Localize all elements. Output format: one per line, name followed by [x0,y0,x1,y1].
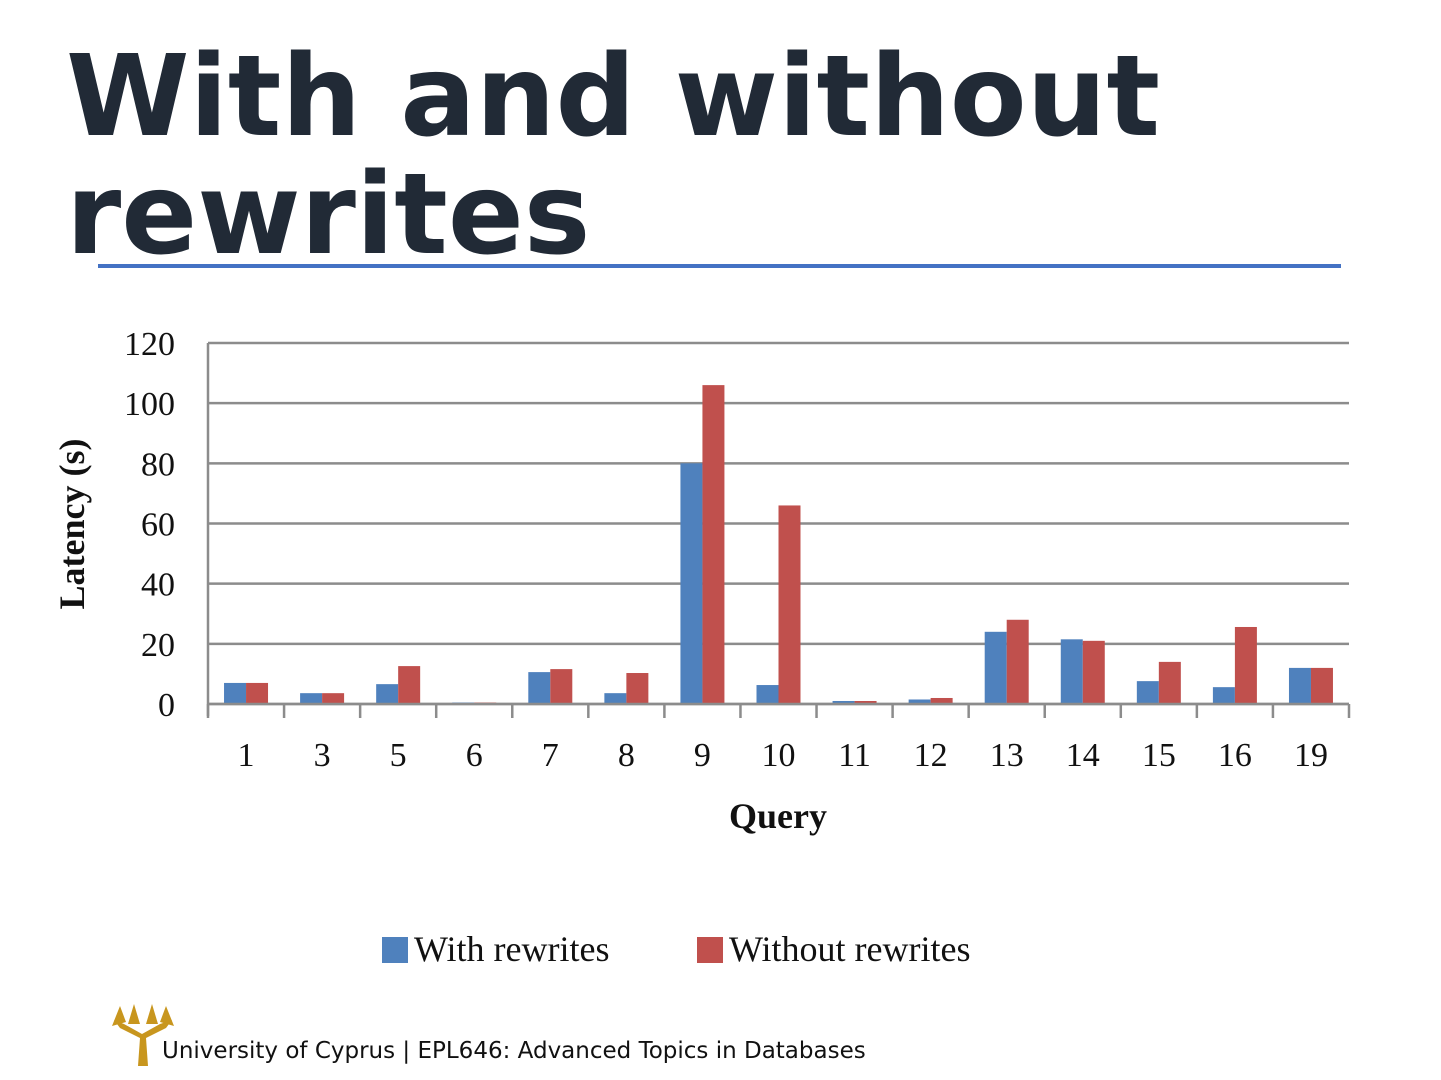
x-tick-label: 13 [990,737,1024,774]
bar-with-rewrites [756,685,779,704]
legend-label: Without rewrites [729,929,971,969]
x-tick-label: 8 [618,737,635,774]
slide-title: With and without rewrites [66,32,1161,280]
bar-without-rewrites [398,666,421,704]
x-tick-label: 7 [542,737,559,774]
bar-without-rewrites [322,693,345,704]
bar-with-rewrites [604,693,627,704]
x-tick-label: 12 [914,737,948,774]
x-tick-label: 11 [838,737,871,774]
bar-with-rewrites [680,463,703,704]
y-tick-label: 20 [141,627,175,664]
bar-with-rewrites [376,684,399,704]
bar-without-rewrites [1158,661,1181,704]
y-tick-label: 100 [124,386,175,423]
bar-without-rewrites [246,682,269,704]
bar-without-rewrites [550,669,573,704]
x-tick-label: 9 [694,737,711,774]
bar-without-rewrites [1006,619,1029,704]
x-axis-label: Query [729,796,827,836]
bar-without-rewrites [626,673,649,704]
bar-with-rewrites [224,682,247,704]
bar-with-rewrites [1060,639,1083,704]
x-tick-label: 15 [1142,737,1176,774]
legend-swatch [382,937,408,963]
university-logo [108,1000,178,1072]
legend-label: With rewrites [414,929,610,969]
bar-with-rewrites [300,693,323,704]
legend-swatch [697,937,723,963]
x-tick-label: 10 [762,737,796,774]
bar-with-rewrites [528,672,551,704]
x-tick-label: 3 [314,737,331,774]
bar-without-rewrites [854,700,877,704]
title-underline [98,264,1341,268]
bar-with-rewrites [1212,687,1235,704]
y-axis-label: Latency (s) [52,439,92,610]
footer-text: University of Cyprus | EPL646: Advanced … [162,1038,866,1064]
bar-without-rewrites [1234,626,1257,704]
bar-without-rewrites [1310,667,1333,704]
x-tick-label: 16 [1218,737,1252,774]
bar-without-rewrites [778,505,801,704]
x-tick-label: 19 [1294,737,1328,774]
bar-with-rewrites [984,631,1007,704]
y-tick-label: 0 [158,687,175,724]
y-tick-label: 40 [141,567,175,604]
y-tick-label: 80 [141,446,175,483]
bar-with-rewrites [1136,681,1159,704]
bar-without-rewrites [1082,640,1105,704]
bar-without-rewrites [702,385,725,704]
y-tick-label: 60 [141,507,175,544]
bar-with-rewrites [1288,667,1311,704]
y-tick-label: 120 [124,326,175,363]
x-tick-label: 6 [466,737,483,774]
legend: With rewrites Without rewrites [382,929,971,969]
x-tick-label: 14 [1066,737,1100,774]
x-tick-label: 1 [238,737,255,774]
bar-with-rewrites [832,700,855,704]
bar-without-rewrites [930,697,953,704]
x-tick-label: 5 [390,737,407,774]
bar-with-rewrites [908,699,931,704]
